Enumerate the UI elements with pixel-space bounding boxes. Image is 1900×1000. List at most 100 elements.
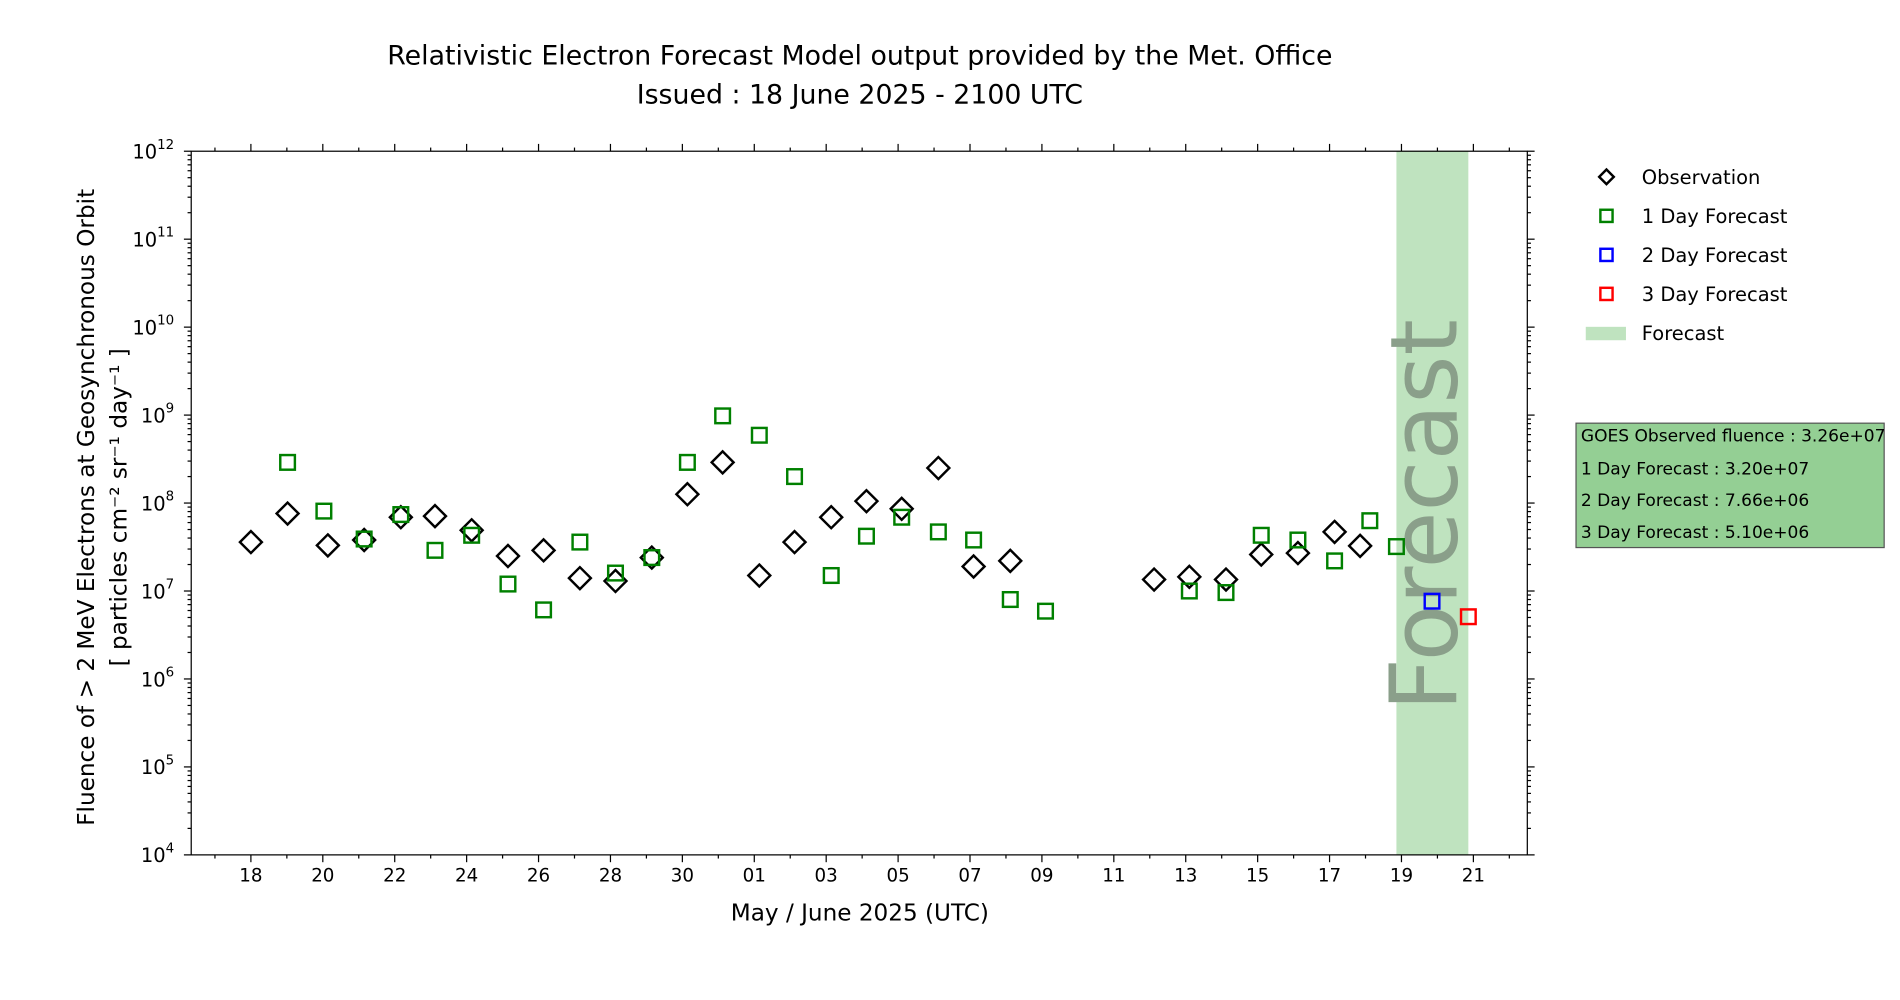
y-tick-label: 108 (141, 490, 174, 516)
observation-point (925, 455, 952, 481)
1-day-forecast-point (786, 468, 804, 486)
y-tick-label: 107 (141, 578, 174, 604)
chart-subtitle: Issued : 18 June 2025 - 2100 UTC (637, 80, 1083, 111)
x-tick-label: 18 (239, 866, 262, 887)
1-day-forecast-point (1289, 531, 1307, 549)
observation-point (1141, 566, 1167, 593)
legend-marker-forecast-band (1585, 326, 1626, 341)
1-day-forecast-point (606, 564, 625, 582)
1-day-forecast-point (714, 407, 732, 425)
observation-point (960, 553, 987, 580)
observation-point (422, 503, 448, 529)
1-day-forecast-point (822, 566, 840, 585)
y-axis-label: Fluence of > 2 MeV Electrons at Geosynch… (74, 189, 100, 826)
legend: Observation 1 Day Forecast 2 Day Forecas… (1585, 166, 1788, 345)
legend-label: 3 Day Forecast (1642, 283, 1788, 306)
observation-point (1176, 564, 1203, 590)
y-tick-label: 1011 (132, 226, 174, 252)
observation-point (567, 565, 593, 591)
1-day-forecast-point (1001, 590, 1019, 609)
observation-point (238, 529, 264, 555)
1-day-forecast-point (678, 453, 696, 471)
x-tick-label: 30 (671, 866, 694, 887)
1-day-forecast-point (643, 549, 661, 567)
legend-label: 1 Day Forecast (1642, 205, 1788, 228)
3-day-forecast-point (1459, 608, 1477, 626)
1-day-forecast-point (463, 526, 481, 544)
observation-point (781, 529, 808, 555)
1-day-forecast-point (426, 541, 444, 559)
x-tick-label: 03 (815, 866, 838, 887)
legend-marker-3day (1599, 286, 1614, 302)
1-day-forecast-point (1180, 582, 1198, 600)
1-day-forecast-point (315, 502, 333, 520)
info-observed: GOES Observed fluence : 3.26e+07 (1581, 426, 1886, 446)
x-tick-label: 05 (886, 866, 909, 887)
y-tick-label: 105 (141, 753, 174, 779)
info-3day: 3 Day Forecast : 5.10e+06 (1581, 523, 1809, 543)
observation-point (997, 548, 1023, 574)
plot-area: Forecast 18 20 22 24 26 28 30 01 03 05 07 09 11 13 15 17… (132, 138, 1535, 887)
x-tick-label: 21 (1462, 866, 1485, 887)
observation-point (274, 500, 301, 527)
1-day-forecast-point (1217, 584, 1235, 602)
1-day-forecast-point (535, 601, 553, 619)
observation-point (746, 562, 772, 589)
1-day-forecast-point (893, 508, 911, 526)
x-tick-label: 13 (1174, 866, 1197, 887)
1-day-forecast-point (392, 506, 410, 524)
1-day-forecast-point (571, 533, 589, 551)
x-tick-label: 26 (527, 866, 550, 887)
x-axis-label: May / June 2025 (UTC) (731, 901, 989, 927)
observation-point (889, 496, 915, 522)
x-tick-label: 20 (311, 866, 334, 887)
observation-point (315, 532, 341, 559)
observation-point (1321, 519, 1348, 545)
observation-point (674, 481, 701, 507)
observation-point (1248, 541, 1274, 568)
x-tick-label: 17 (1318, 866, 1341, 887)
info-2day: 2 Day Forecast : 7.66e+06 (1581, 491, 1809, 511)
chart-title: Relativistic Electron Forecast Model out… (387, 41, 1332, 72)
1-day-forecast-point (1036, 602, 1055, 620)
2-day-forecast-point (1423, 592, 1441, 610)
legend-marker-1day (1599, 208, 1614, 224)
observation-point (709, 449, 736, 476)
1-day-forecast-point (929, 523, 947, 541)
legend-marker-2day (1599, 247, 1614, 263)
observation-point (853, 488, 880, 514)
y-tick-label: 1012 (132, 138, 174, 164)
x-tick-label: 22 (383, 866, 406, 887)
1-day-forecast-point (965, 531, 983, 549)
legend-label: Forecast (1642, 322, 1725, 345)
x-tick-label: 09 (1030, 866, 1053, 887)
x-tick-label: 01 (743, 866, 766, 887)
observation-point (1347, 533, 1373, 559)
observation-point (1285, 540, 1311, 566)
1-day-forecast-point (355, 530, 373, 548)
1-day-forecast-point (1326, 552, 1344, 570)
forecast-band-label: Forecast (1371, 319, 1479, 711)
1-day-forecast-point (279, 453, 297, 471)
x-tick-label: 11 (1102, 866, 1125, 887)
y-tick-label: 109 (141, 402, 174, 428)
info-1day: 1 Day Forecast : 3.20e+07 (1581, 459, 1809, 479)
1-day-forecast-point (499, 575, 517, 593)
observation-point (1213, 566, 1239, 593)
y-tick-label: 1010 (132, 314, 174, 340)
1-day-forecast-point (1252, 526, 1270, 544)
observation-point (530, 537, 557, 564)
1-day-forecast-point (750, 426, 768, 444)
x-tick-label: 19 (1390, 866, 1413, 887)
1-day-forecast-point (857, 527, 875, 545)
y-axis-units: [ particles cm⁻² sr⁻¹ day⁻¹ ] (107, 348, 133, 666)
legend-marker-observation (1597, 167, 1616, 186)
legend-label: 2 Day Forecast (1642, 244, 1788, 267)
x-tick-label: 24 (455, 866, 478, 887)
1-day-forecast-point (1361, 512, 1379, 530)
x-tick-label: 07 (958, 866, 981, 887)
plot-frame (190, 150, 1528, 856)
x-tick-label: 28 (599, 866, 622, 887)
y-tick-label: 104 (141, 841, 174, 867)
info-box: GOES Observed fluence : 3.26e+07 1 Day F… (1575, 422, 1886, 549)
